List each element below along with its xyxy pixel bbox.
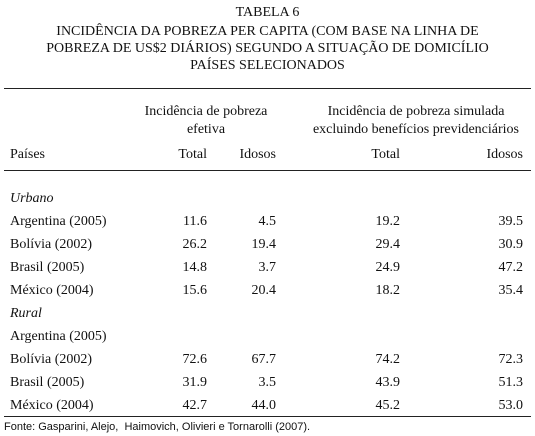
- cell-value: 51.3: [498, 375, 524, 390]
- column-header: Idosos: [239, 147, 276, 162]
- cell-value: 29.4: [375, 237, 401, 252]
- country: México (2004): [10, 283, 94, 298]
- column-header: Idosos: [486, 147, 523, 162]
- cell-value: 15.6: [182, 283, 208, 298]
- cell-value: 72.6: [182, 352, 208, 367]
- country: Argentina (2005): [10, 214, 107, 229]
- section-label: Rural: [10, 306, 42, 321]
- cell-value: 42.7: [182, 398, 208, 413]
- country: Brasil (2005): [10, 260, 85, 275]
- group-header: efetiva: [186, 122, 226, 137]
- cell-value: 26.2: [182, 237, 208, 252]
- top-rule: [4, 88, 531, 89]
- cell-value: 35.4: [498, 283, 524, 298]
- cell-value: 24.9: [375, 260, 401, 275]
- cell-value: 3.7: [258, 260, 277, 275]
- cell-value: 31.9: [182, 375, 208, 390]
- cell-value: 74.2: [375, 352, 401, 367]
- column-header: Total: [371, 147, 400, 162]
- cell-value: 18.2: [375, 283, 401, 298]
- cell-value: 19.4: [251, 237, 277, 252]
- cell-value: 72.3: [498, 352, 524, 367]
- cell-value: 3.5: [258, 375, 277, 390]
- cell-value: 11.6: [183, 214, 207, 229]
- cell-value: 47.2: [498, 260, 524, 275]
- column-header: Total: [178, 147, 207, 162]
- group-header: Incidência de pobreza simulada: [327, 104, 505, 119]
- cell-value: 4.5: [258, 214, 277, 229]
- cell-value: 19.2: [375, 214, 401, 229]
- cell-value: 67.7: [251, 352, 277, 367]
- country: México (2004): [10, 398, 94, 413]
- country: Bolívia (2002): [10, 237, 93, 252]
- cell-value: 30.9: [498, 237, 524, 252]
- source-note: Fonte: Gasparini, Alejo, Haimovich, Oliv…: [4, 421, 311, 433]
- group-header: excluindo benefícios previdenciários: [312, 122, 520, 137]
- table-label: TABELA 6: [235, 5, 300, 20]
- cell-value: 45.2: [375, 398, 401, 413]
- header-rule: [4, 170, 531, 171]
- cell-value: 20.4: [251, 283, 277, 298]
- table-title: PAÍSES SELECIONADOS: [190, 58, 345, 73]
- cell-value: 44.0: [251, 398, 277, 413]
- group-header: Incidência de pobreza: [144, 104, 268, 119]
- section-label: Urbano: [10, 191, 54, 206]
- country: Argentina (2005): [10, 329, 107, 344]
- country: Brasil (2005): [10, 375, 85, 390]
- country: Bolívia (2002): [10, 352, 93, 367]
- cell-value: 43.9: [375, 375, 401, 390]
- table-title: POBREZA DE US$2 DIÁRIOS) SEGUNDO A SITUA…: [46, 41, 489, 56]
- bottom-rule: [4, 416, 531, 417]
- cell-value: 39.5: [498, 214, 524, 229]
- column-header: Países: [10, 147, 45, 162]
- cell-value: 53.0: [498, 398, 524, 413]
- cell-value: 14.8: [182, 260, 208, 275]
- table-title: INCIDÊNCIA DA POBREZA PER CAPITA (COM BA…: [56, 24, 479, 39]
